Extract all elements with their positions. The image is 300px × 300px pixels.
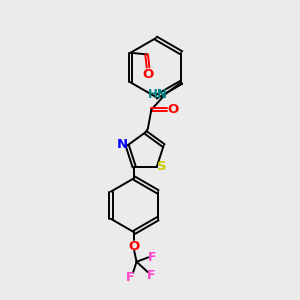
- Text: O: O: [167, 103, 179, 116]
- Text: S: S: [157, 160, 167, 173]
- Text: N: N: [116, 138, 128, 151]
- Text: O: O: [142, 68, 154, 80]
- Text: F: F: [148, 251, 156, 264]
- Text: F: F: [126, 271, 134, 284]
- Text: F: F: [146, 268, 155, 281]
- Text: O: O: [129, 240, 140, 253]
- Text: HN: HN: [148, 88, 168, 100]
